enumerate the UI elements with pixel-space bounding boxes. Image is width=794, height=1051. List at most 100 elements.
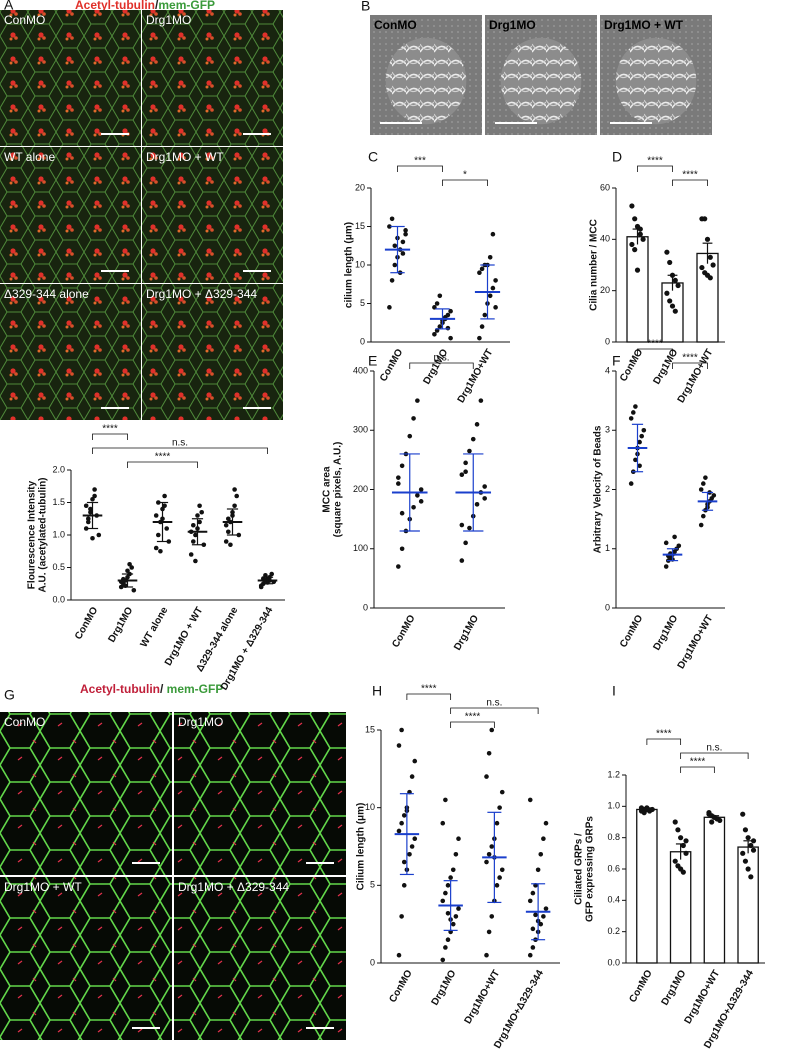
data-point (663, 564, 669, 569)
data-point (153, 513, 159, 518)
data-point (399, 463, 405, 469)
y-tick-label: 3 (605, 425, 610, 435)
data-point (411, 416, 416, 421)
panel-title: Acetyl-tubulin/mem-GFP (75, 0, 215, 12)
data-point (676, 543, 682, 549)
data-point (633, 457, 638, 463)
data-point (411, 504, 416, 510)
significance-bracket (92, 447, 268, 454)
data-point (482, 496, 487, 501)
data-point (678, 835, 684, 841)
data-point (641, 427, 647, 433)
micrograph (142, 147, 283, 283)
data-point (392, 262, 398, 268)
data-point (478, 398, 484, 403)
data-point (680, 842, 686, 849)
data-point (399, 820, 404, 826)
data-point (701, 481, 706, 486)
micrograph (0, 284, 141, 420)
data-point (197, 519, 202, 525)
data-point (632, 216, 638, 222)
data-point (663, 540, 669, 546)
data-point (88, 506, 93, 512)
data-point (399, 510, 405, 516)
data-point (401, 813, 407, 818)
bar (636, 808, 658, 964)
data-point (702, 216, 708, 222)
y-axis-label: Ciliated GRPs / (574, 833, 585, 905)
y-tick-label: 0 (360, 336, 365, 346)
data-point (401, 859, 407, 865)
data-point (450, 867, 456, 873)
bar (703, 816, 726, 964)
data-point (463, 540, 468, 546)
data-point (387, 305, 392, 310)
data-point (223, 522, 229, 528)
data-point (497, 875, 502, 880)
x-tick-label: Drg1MO (651, 347, 680, 386)
data-point (486, 851, 492, 857)
significance-label: n.s. (706, 743, 722, 754)
data-point (445, 937, 451, 942)
data-point (649, 806, 655, 813)
data-point (631, 410, 636, 415)
data-point (232, 503, 237, 509)
data-point (634, 267, 641, 273)
data-point (434, 301, 440, 306)
data-point (443, 945, 448, 950)
data-point (637, 439, 642, 445)
data-point (675, 282, 681, 289)
significance-bracket (637, 348, 673, 355)
image-label: ConMO (4, 715, 45, 729)
x-tick-label: ConMO (627, 968, 654, 1004)
data-point (640, 236, 646, 242)
cilia-tuft (500, 37, 582, 125)
data-point (479, 266, 485, 272)
data-point (448, 335, 453, 341)
panel-letter: C (368, 149, 378, 165)
data-point (672, 858, 678, 864)
data-point (482, 312, 488, 318)
x-tick-label: Drg1MO (452, 613, 481, 652)
title-part: / (155, 0, 159, 12)
data-point (166, 539, 172, 544)
panel-letter: I (612, 683, 616, 699)
y-axis-label: Cilium length (μm) (356, 803, 367, 891)
data-point (236, 532, 242, 538)
data-point (637, 463, 642, 469)
y-axis-label: MCC area (322, 466, 333, 513)
x-tick-label: Drg1MO (651, 613, 680, 652)
data-point (191, 539, 196, 544)
data-point (672, 534, 677, 540)
x-tick-label: ConMO (73, 605, 100, 641)
data-point (711, 493, 717, 498)
data-point (162, 503, 167, 509)
y-axis-label: cilium length (μm) (344, 222, 355, 308)
significance-label: * (463, 170, 467, 181)
y-tick-label: 0.2 (607, 926, 620, 936)
data-point (704, 236, 711, 242)
y-tick-label: 0.8 (607, 832, 620, 842)
data-point (486, 929, 492, 935)
data-point (487, 254, 493, 260)
data-point (740, 850, 746, 856)
data-point (400, 251, 406, 256)
panel-letter: G (4, 687, 15, 703)
data-point (499, 867, 505, 873)
x-tick-label: ConMO (390, 613, 417, 649)
significance-bracket (127, 461, 198, 468)
panel-letter: E (368, 353, 377, 369)
panel-letter: F (612, 353, 621, 369)
data-point (199, 509, 204, 515)
data-point (448, 875, 453, 880)
data-point (629, 241, 635, 248)
significance-bracket (406, 693, 452, 700)
data-point (415, 398, 420, 403)
data-point (418, 487, 424, 492)
title-part: / (160, 682, 167, 696)
data-point (463, 469, 468, 475)
data-point (127, 561, 132, 567)
data-point (396, 952, 402, 958)
image-label: Drg1MO (178, 715, 223, 729)
data-point (486, 751, 492, 756)
